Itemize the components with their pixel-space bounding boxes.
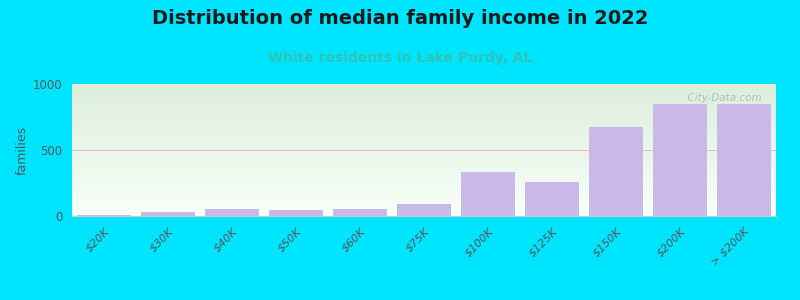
Bar <box>333 209 387 216</box>
Bar <box>77 215 131 216</box>
Text: City-Data.com: City-Data.com <box>682 93 762 103</box>
Bar <box>269 211 323 216</box>
Bar <box>525 182 579 216</box>
Bar <box>205 209 259 216</box>
Text: Distribution of median family income in 2022: Distribution of median family income in … <box>152 9 648 28</box>
Bar <box>397 204 451 216</box>
Bar <box>461 172 515 216</box>
Bar <box>141 212 195 216</box>
Bar <box>717 104 771 216</box>
Bar <box>589 127 643 216</box>
Y-axis label: families: families <box>15 125 29 175</box>
Text: White residents in Lake Purdy, AL: White residents in Lake Purdy, AL <box>268 51 532 65</box>
Bar <box>653 104 707 216</box>
